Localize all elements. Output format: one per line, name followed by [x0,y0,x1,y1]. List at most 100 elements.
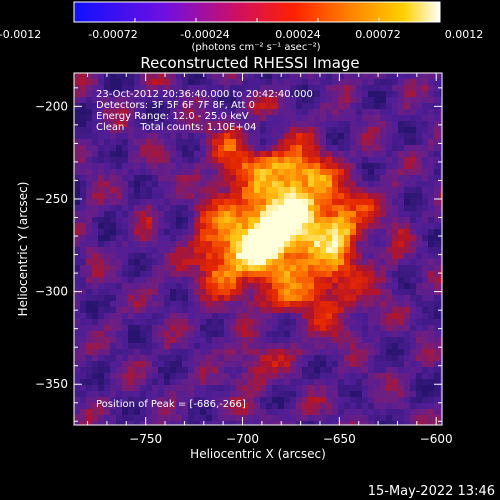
heatmap-cell [338,229,344,235]
heatmap-cell [170,373,176,379]
heatmap-cell [98,337,104,343]
heatmap-cell [218,199,224,205]
heatmap-cell [236,151,242,157]
heatmap-cell [194,145,200,151]
heatmap-cell [176,97,182,103]
heatmap-cell [224,103,230,109]
heatmap-cell [380,169,386,175]
heatmap-cell [368,403,374,409]
heatmap-cell [380,331,386,337]
heatmap-cell [272,301,278,307]
heatmap-cell [176,217,182,223]
heatmap-cell [116,241,122,247]
heatmap-cell [212,289,218,295]
heatmap-cell [176,313,182,319]
heatmap-cell [332,145,338,151]
heatmap-cell [290,151,296,157]
heatmap-cell [158,271,164,277]
heatmap-cell [392,223,398,229]
heatmap-cell [356,337,362,343]
heatmap-cell [218,409,224,415]
heatmap-cell [398,79,404,85]
heatmap-cell [344,223,350,229]
heatmap-cell [398,115,404,121]
heatmap-cell [230,139,236,145]
heatmap-cell [74,121,80,127]
heatmap-cell [158,115,164,121]
heatmap-cell [368,79,374,85]
heatmap-cell [224,409,230,415]
heatmap-cell [116,139,122,145]
heatmap-cell [344,157,350,163]
heatmap-cell [104,85,110,91]
heatmap-cell [422,199,428,205]
heatmap-cell [344,331,350,337]
heatmap-cell [116,85,122,91]
heatmap-cell [188,397,194,403]
heatmap-cell [434,73,440,79]
heatmap-cell [410,247,416,253]
heatmap-cell [146,79,152,85]
heatmap-cell [230,73,236,79]
heatmap-cell [296,121,302,127]
heatmap-cell [332,349,338,355]
heatmap-cell [416,301,422,307]
heatmap-cell [194,259,200,265]
heatmap-cell [278,253,284,259]
heatmap-cell [188,367,194,373]
heatmap-cell [80,283,86,289]
heatmap-cell [194,235,200,241]
heatmap-cell [314,253,320,259]
heatmap-cell [278,241,284,247]
heatmap-cell [134,121,140,127]
heatmap-cell [74,361,80,367]
heatmap-cell [74,199,80,205]
heatmap-cell [368,331,374,337]
heatmap-cell [422,115,428,121]
heatmap-cell [266,205,272,211]
heatmap-cell [386,217,392,223]
heatmap-cell [386,271,392,277]
heatmap-cell [182,223,188,229]
heatmap-cell [332,397,338,403]
heatmap-cell [188,265,194,271]
heatmap-cell [272,145,278,151]
heatmap-cell [374,385,380,391]
heatmap-cell [206,97,212,103]
heatmap-cell [116,319,122,325]
heatmap-cell [98,307,104,313]
heatmap-cell [356,181,362,187]
heatmap-cell [308,175,314,181]
heatmap-cell [398,235,404,241]
heatmap-cell [416,157,422,163]
heatmap-cell [242,91,248,97]
heatmap-cell [374,415,380,421]
heatmap-cell [200,253,206,259]
heatmap-cell [428,109,434,115]
heatmap-cell [290,349,296,355]
heatmap-cell [422,355,428,361]
heatmap-cell [344,349,350,355]
heatmap-cell [266,253,272,259]
heatmap-cell [374,235,380,241]
heatmap-cell [152,145,158,151]
heatmap-cell [104,391,110,397]
heatmap-cell [284,277,290,283]
heatmap-cell [122,349,128,355]
heatmap-cell [80,415,86,421]
heatmap-cell [92,205,98,211]
heatmap-cell [314,109,320,115]
heatmap-cell [398,211,404,217]
heatmap-cell [344,373,350,379]
heatmap-cell [194,307,200,313]
heatmap-cell [320,385,326,391]
heatmap-cell [386,199,392,205]
heatmap-cell [128,145,134,151]
heatmap-cell [266,397,272,403]
heatmap-cell [230,85,236,91]
heatmap-cell [182,421,188,425]
heatmap-cell [206,403,212,409]
heatmap-cell [296,289,302,295]
heatmap-cell [212,181,218,187]
heatmap-cell [326,193,332,199]
